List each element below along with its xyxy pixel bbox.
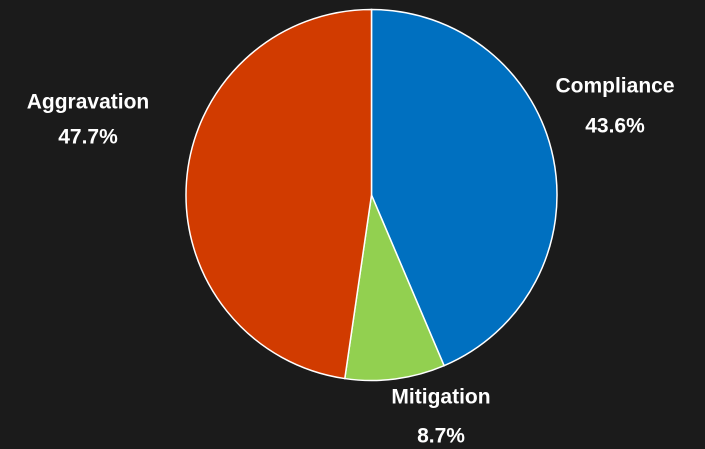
slice-label: Aggravation: [27, 91, 150, 114]
value-label: 8.7%: [417, 425, 465, 448]
value-label: 47.7%: [58, 126, 118, 149]
pie-slice: [185, 8, 373, 380]
pie-slice: [370, 8, 558, 367]
slice-label: Mitigation: [391, 386, 490, 409]
value-label: 43.6%: [585, 115, 645, 138]
slice-label: Compliance: [555, 75, 674, 98]
pie-slice: [343, 192, 446, 382]
